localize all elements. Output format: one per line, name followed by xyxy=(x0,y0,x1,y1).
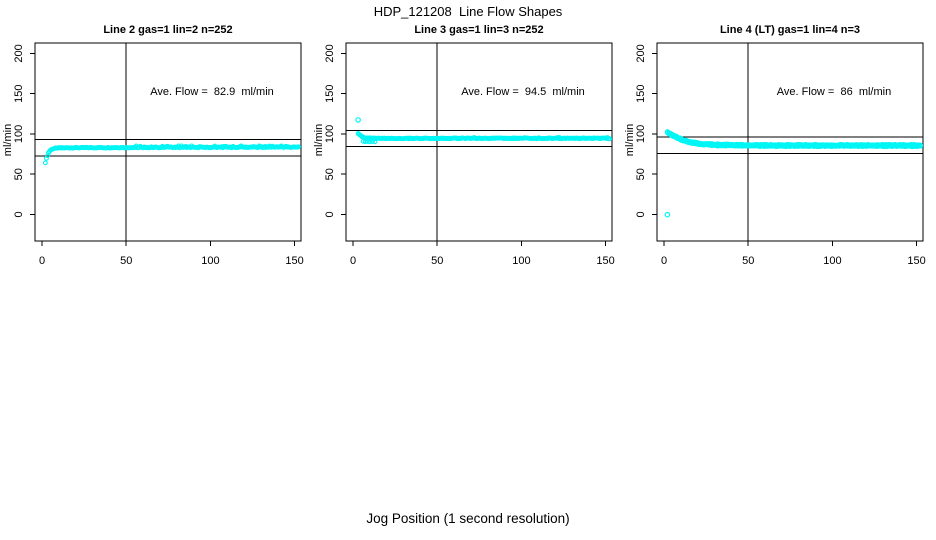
y-tick-label: 50 xyxy=(635,168,647,180)
x-tick-label: 0 xyxy=(350,255,356,267)
data-point xyxy=(369,139,375,144)
y-tick-label: 200 xyxy=(13,44,25,62)
outlier-point xyxy=(664,211,671,218)
x-tick-label: 100 xyxy=(823,255,841,267)
data-point xyxy=(814,144,820,150)
data-point xyxy=(680,138,686,144)
data-point xyxy=(808,143,814,149)
y-tick-label: 0 xyxy=(13,211,25,217)
x-tick-label: 100 xyxy=(512,255,530,267)
data-point xyxy=(776,143,782,149)
data-point xyxy=(42,160,48,166)
page-title: HDP_121208 Line Flow Shapes xyxy=(373,4,563,19)
y-axis-label-line4: ml/min xyxy=(624,123,636,157)
data-point xyxy=(364,138,370,144)
data-point xyxy=(696,142,702,148)
y-axis-label-line2: ml/min xyxy=(2,123,14,157)
y-tick-label: 100 xyxy=(635,125,647,143)
ave-flow-annotation-line4: Ave. Flow = 86 ml/min xyxy=(776,86,892,98)
data-point xyxy=(604,136,610,142)
x-tick-label: 50 xyxy=(120,255,132,267)
plot-box xyxy=(656,42,924,242)
y-tick-label: 200 xyxy=(635,44,647,62)
y-tick-label: 0 xyxy=(324,211,336,217)
data-point xyxy=(607,136,613,142)
data-point xyxy=(367,139,373,145)
data-point xyxy=(296,144,302,150)
data-point xyxy=(838,143,844,149)
data-point xyxy=(844,143,850,149)
x-tick-label: 150 xyxy=(907,255,925,267)
data-point xyxy=(918,143,924,149)
plot-box xyxy=(34,42,302,242)
x-tick-label: 0 xyxy=(39,255,45,267)
y-tick-label: 200 xyxy=(324,44,336,62)
ave-flow-annotation-line3: Ave. Flow = 94.5 ml/min xyxy=(461,86,585,98)
y-tick-label: 150 xyxy=(13,85,25,103)
data-point xyxy=(45,153,50,159)
panel-title-line3: Line 3 gas=1 lin=3 n=252 xyxy=(414,24,544,36)
x-tick-label: 0 xyxy=(661,255,667,267)
data-point xyxy=(779,143,785,149)
x-tick-label: 100 xyxy=(201,255,219,267)
data-point xyxy=(362,139,368,145)
panel-title-line2: Line 2 gas=1 lin=2 n=252 xyxy=(103,24,233,36)
panel-title-line4: Line 4 (LT) gas=1 lin=4 n=3 xyxy=(719,24,861,36)
x-axis-title: Jog Position (1 second resolution) xyxy=(366,511,570,526)
y-tick-label: 50 xyxy=(324,168,336,180)
x-tick-label: 150 xyxy=(596,255,614,267)
outlier-point xyxy=(355,117,361,123)
x-tick-label: 50 xyxy=(742,255,754,267)
y-tick-label: 0 xyxy=(635,211,647,217)
y-tick-label: 100 xyxy=(324,125,336,143)
data-point xyxy=(797,143,803,149)
x-tick-label: 50 xyxy=(431,255,443,267)
data-point xyxy=(911,143,917,149)
data-point xyxy=(879,144,885,149)
data-point xyxy=(690,141,696,146)
ave-flow-annotation-line2: Ave. Flow = 82.9 ml/min xyxy=(150,86,274,98)
y-tick-label: 50 xyxy=(13,168,25,180)
x-tick-label: 150 xyxy=(285,255,303,267)
plot-box xyxy=(345,42,613,242)
data-point xyxy=(43,155,49,161)
y-tick-label: 150 xyxy=(324,85,336,103)
y-tick-label: 100 xyxy=(13,125,25,143)
data-point xyxy=(770,143,775,149)
y-tick-label: 150 xyxy=(635,85,647,103)
data-point xyxy=(372,139,378,145)
y-axis-label-line3: ml/min xyxy=(313,123,325,157)
